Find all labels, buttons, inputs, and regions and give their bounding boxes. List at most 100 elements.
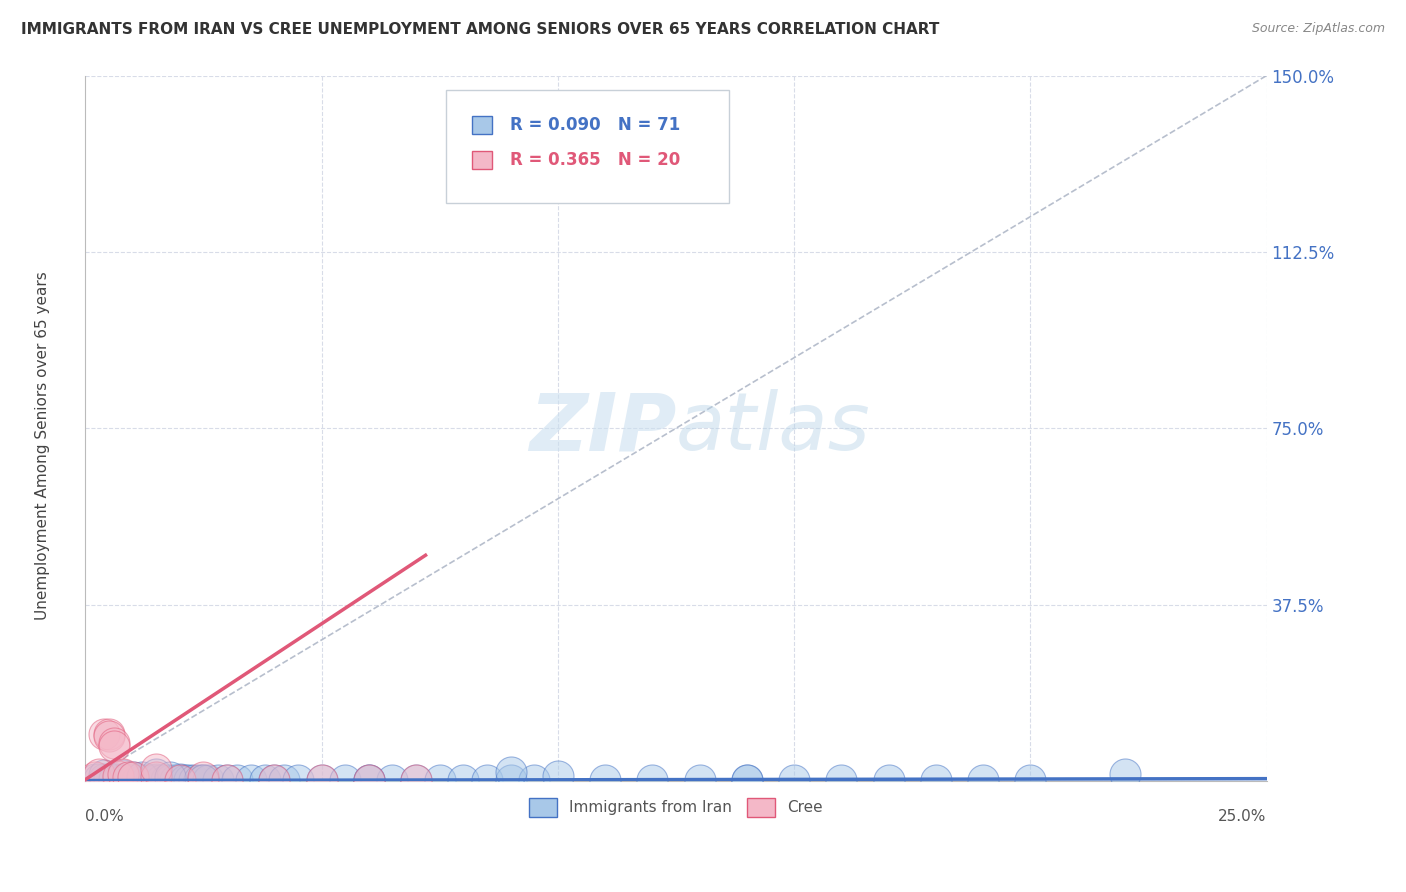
Point	[735, 772, 758, 787]
Point	[311, 772, 333, 787]
Point	[155, 772, 177, 787]
Point	[121, 770, 143, 784]
Point	[145, 772, 167, 786]
Point	[135, 772, 157, 787]
FancyBboxPatch shape	[446, 89, 730, 202]
Point	[103, 772, 125, 786]
Point	[97, 772, 120, 786]
Text: R = 0.365   N = 20: R = 0.365 N = 20	[510, 151, 681, 169]
Point	[193, 772, 215, 787]
Point	[381, 772, 404, 787]
Point	[97, 727, 120, 741]
Point	[107, 772, 129, 787]
Point	[173, 772, 195, 787]
Point	[263, 772, 285, 787]
Point	[93, 727, 115, 741]
Text: Unemployment Among Seniors over 65 years: Unemployment Among Seniors over 65 years	[35, 272, 49, 620]
Point	[107, 769, 129, 783]
Point	[169, 772, 191, 787]
Point	[93, 772, 115, 786]
Point	[735, 772, 758, 787]
Point	[83, 770, 105, 784]
Point	[335, 772, 357, 787]
Text: R = 0.090   N = 71: R = 0.090 N = 71	[510, 116, 681, 134]
Point	[1019, 772, 1042, 787]
Point	[877, 772, 900, 787]
Point	[453, 772, 475, 787]
Point	[287, 772, 309, 787]
Point	[689, 772, 711, 787]
Point	[311, 772, 333, 787]
Point	[131, 770, 153, 784]
Point	[405, 772, 427, 787]
Point	[499, 764, 522, 779]
Point	[127, 772, 149, 787]
Point	[429, 772, 451, 787]
Point	[225, 772, 247, 787]
Legend: Immigrants from Iran, Cree: Immigrants from Iran, Cree	[523, 792, 828, 822]
Point	[187, 772, 209, 787]
Point	[112, 772, 135, 787]
Point	[89, 767, 111, 781]
Point	[1114, 767, 1136, 781]
Point	[97, 729, 120, 743]
Point	[112, 767, 135, 781]
Point	[641, 772, 664, 787]
Point	[193, 770, 215, 784]
Text: 25.0%: 25.0%	[1218, 809, 1267, 824]
Point	[117, 770, 139, 784]
Point	[215, 772, 238, 787]
Point	[112, 772, 135, 786]
Point	[83, 772, 105, 786]
Point	[253, 772, 276, 787]
Point	[131, 772, 153, 787]
Point	[121, 772, 143, 786]
Point	[972, 772, 994, 787]
Text: ZIP: ZIP	[529, 389, 676, 467]
Point	[193, 772, 215, 787]
Point	[499, 772, 522, 787]
Point	[357, 772, 380, 787]
Point	[141, 772, 163, 787]
Point	[103, 772, 125, 787]
Point	[121, 770, 143, 784]
Point	[117, 772, 139, 786]
Point	[523, 772, 546, 787]
Point	[121, 772, 143, 787]
Bar	[471, 116, 492, 134]
Point	[357, 772, 380, 787]
Point	[475, 772, 498, 787]
Point	[197, 772, 219, 787]
Text: IMMIGRANTS FROM IRAN VS CREE UNEMPLOYMENT AMONG SENIORS OVER 65 YEARS CORRELATIO: IMMIGRANTS FROM IRAN VS CREE UNEMPLOYMEN…	[21, 22, 939, 37]
Point	[165, 772, 187, 787]
Point	[263, 772, 285, 787]
Point	[159, 772, 181, 787]
Point	[159, 770, 181, 784]
Point	[357, 772, 380, 787]
Point	[89, 772, 111, 786]
Point	[830, 772, 852, 787]
Point	[169, 772, 191, 787]
Point	[145, 767, 167, 781]
Point	[145, 762, 167, 776]
Text: Source: ZipAtlas.com: Source: ZipAtlas.com	[1251, 22, 1385, 36]
Point	[149, 772, 172, 787]
Point	[783, 772, 806, 787]
Point	[107, 772, 129, 786]
Text: 0.0%: 0.0%	[86, 809, 124, 824]
Bar	[471, 152, 492, 169]
Point	[273, 772, 295, 787]
Point	[103, 736, 125, 750]
Point	[925, 772, 948, 787]
Point	[112, 768, 135, 782]
Point	[183, 772, 205, 787]
Point	[93, 768, 115, 782]
Point	[145, 770, 167, 784]
Point	[179, 772, 201, 787]
Point	[207, 772, 229, 787]
Point	[103, 739, 125, 753]
Point	[239, 772, 262, 787]
Point	[593, 772, 616, 787]
Point	[169, 772, 191, 786]
Text: atlas: atlas	[676, 389, 870, 467]
